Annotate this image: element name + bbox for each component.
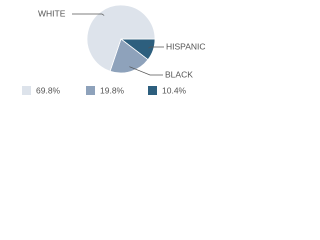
leader-line — [72, 13, 105, 16]
legend-swatch — [22, 86, 31, 95]
slice-label: WHITE — [38, 8, 66, 18]
leader-line — [148, 46, 164, 49]
slice-label: BLACK — [165, 69, 193, 79]
pie-slice — [86, 4, 156, 72]
slice-label: HISPANIC — [166, 41, 206, 51]
leader-line — [129, 66, 163, 76]
chart: WHITE BLACK HISPANIC 69.8% 19.8% 10.4% — [22, 4, 206, 95]
legend-swatch — [86, 86, 95, 95]
pie-slice — [109, 38, 149, 74]
legend-label: 19.8% — [100, 85, 125, 95]
legend-swatch — [148, 86, 157, 95]
legend-label: 69.8% — [36, 85, 61, 95]
legend-label: 10.4% — [162, 85, 187, 95]
